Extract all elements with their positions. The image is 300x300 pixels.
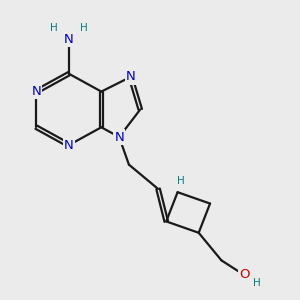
Text: H: H bbox=[253, 278, 261, 288]
Text: N: N bbox=[32, 85, 41, 98]
Text: N: N bbox=[126, 70, 135, 83]
Text: N: N bbox=[64, 33, 74, 46]
Text: N: N bbox=[114, 130, 124, 143]
Text: O: O bbox=[239, 268, 249, 281]
Text: H: H bbox=[177, 176, 185, 186]
Text: N: N bbox=[64, 139, 74, 152]
Text: H: H bbox=[50, 23, 58, 33]
Text: H: H bbox=[80, 23, 87, 33]
